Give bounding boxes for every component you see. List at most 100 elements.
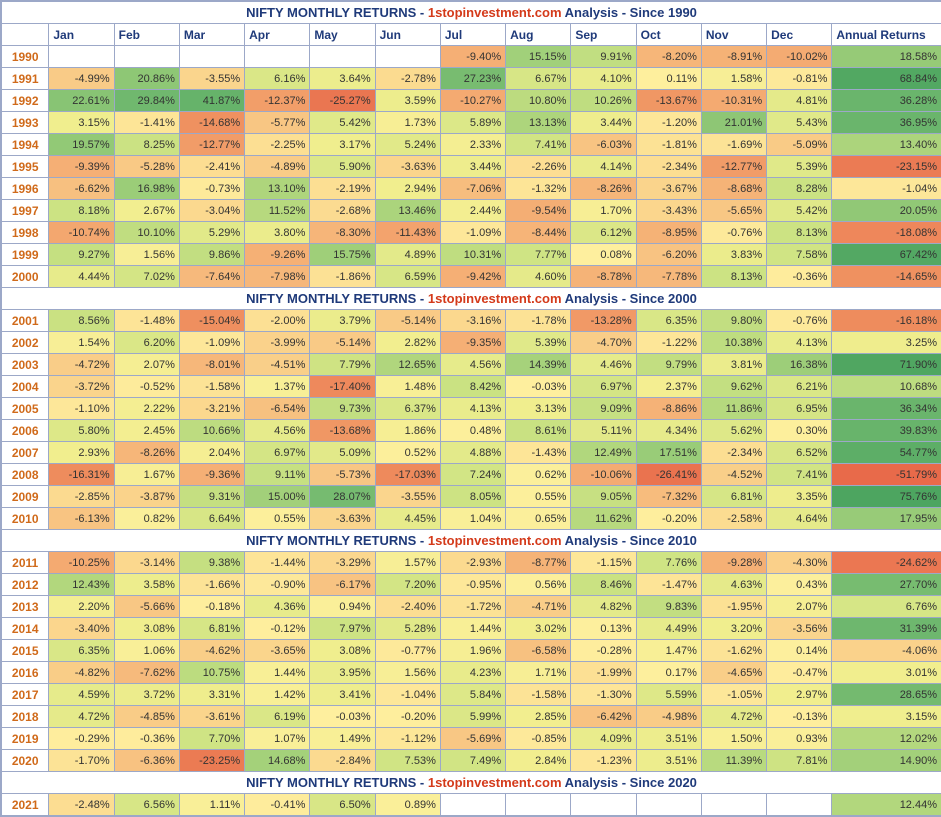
return-cell: 9.09% bbox=[571, 398, 636, 420]
return-cell: -8.01% bbox=[179, 354, 244, 376]
return-cell: 3.44% bbox=[571, 112, 636, 134]
return-cell: 5.90% bbox=[310, 156, 375, 178]
return-cell: -0.03% bbox=[506, 376, 571, 398]
return-cell: 6.97% bbox=[245, 442, 310, 464]
return-cell: 31.39% bbox=[832, 618, 941, 640]
return-cell: 1.86% bbox=[375, 420, 440, 442]
return-cell: -7.78% bbox=[636, 266, 701, 288]
return-cell: 0.62% bbox=[506, 464, 571, 486]
return-cell: -0.03% bbox=[310, 706, 375, 728]
return-cell: 1.70% bbox=[571, 200, 636, 222]
return-cell: -1.44% bbox=[245, 552, 310, 574]
return-cell: -6.58% bbox=[506, 640, 571, 662]
return-cell: 6.19% bbox=[245, 706, 310, 728]
year-label: 2021 bbox=[2, 794, 49, 816]
section-title: NIFTY MONTHLY RETURNS - 1stopinvestment.… bbox=[2, 2, 941, 24]
return-cell: -1.81% bbox=[636, 134, 701, 156]
return-cell: -9.35% bbox=[440, 332, 505, 354]
return-cell: -1.04% bbox=[832, 178, 941, 200]
return-cell: -8.95% bbox=[636, 222, 701, 244]
return-cell: 6.21% bbox=[767, 376, 832, 398]
return-cell: -10.02% bbox=[767, 46, 832, 68]
return-cell: 2.37% bbox=[636, 376, 701, 398]
year-label: 1996 bbox=[2, 178, 49, 200]
return-cell: 5.42% bbox=[310, 112, 375, 134]
return-cell: 0.14% bbox=[767, 640, 832, 662]
return-cell: -4.52% bbox=[701, 464, 766, 486]
return-cell: -1.58% bbox=[179, 376, 244, 398]
return-cell: 10.26% bbox=[571, 90, 636, 112]
return-cell: 4.72% bbox=[701, 706, 766, 728]
return-cell: 4.82% bbox=[571, 596, 636, 618]
return-cell: -8.26% bbox=[114, 442, 179, 464]
return-cell: -1.58% bbox=[506, 684, 571, 706]
year-label: 2009 bbox=[2, 486, 49, 508]
return-cell: 0.82% bbox=[114, 508, 179, 530]
return-cell: -1.20% bbox=[636, 112, 701, 134]
return-cell: -0.95% bbox=[440, 574, 505, 596]
return-cell: 3.41% bbox=[310, 684, 375, 706]
return-cell: -0.77% bbox=[375, 640, 440, 662]
return-cell: -3.55% bbox=[375, 486, 440, 508]
return-cell: 1.37% bbox=[245, 376, 310, 398]
return-cell: -8.91% bbox=[701, 46, 766, 68]
return-cell: -12.77% bbox=[701, 156, 766, 178]
return-cell: -2.26% bbox=[506, 156, 571, 178]
return-cell bbox=[701, 794, 766, 816]
return-cell: 1.06% bbox=[114, 640, 179, 662]
return-cell: 6.56% bbox=[114, 794, 179, 816]
return-cell: 2.84% bbox=[506, 750, 571, 772]
return-cell: 17.51% bbox=[636, 442, 701, 464]
return-cell: -9.39% bbox=[49, 156, 114, 178]
return-cell: -16.31% bbox=[49, 464, 114, 486]
return-cell: -6.62% bbox=[49, 178, 114, 200]
return-cell: 12.43% bbox=[49, 574, 114, 596]
return-cell: 8.56% bbox=[49, 310, 114, 332]
return-cell: 6.95% bbox=[767, 398, 832, 420]
return-cell: 3.31% bbox=[179, 684, 244, 706]
return-cell: 6.35% bbox=[636, 310, 701, 332]
return-cell: 6.20% bbox=[114, 332, 179, 354]
return-cell: 7.41% bbox=[767, 464, 832, 486]
year-label: 1993 bbox=[2, 112, 49, 134]
return-cell: 3.35% bbox=[767, 486, 832, 508]
return-cell: -4.72% bbox=[49, 354, 114, 376]
return-cell: 3.59% bbox=[375, 90, 440, 112]
return-cell: 4.10% bbox=[571, 68, 636, 90]
return-cell: 0.94% bbox=[310, 596, 375, 618]
return-cell: 4.81% bbox=[767, 90, 832, 112]
return-cell: 1.42% bbox=[245, 684, 310, 706]
return-cell: 4.13% bbox=[440, 398, 505, 420]
return-cell: 0.89% bbox=[375, 794, 440, 816]
return-cell bbox=[179, 46, 244, 68]
return-cell: -6.54% bbox=[245, 398, 310, 420]
return-cell: 75.76% bbox=[832, 486, 941, 508]
return-cell: 5.89% bbox=[440, 112, 505, 134]
return-cell: 4.45% bbox=[375, 508, 440, 530]
year-label: 2011 bbox=[2, 552, 49, 574]
return-cell: 5.59% bbox=[636, 684, 701, 706]
return-cell: -0.36% bbox=[767, 266, 832, 288]
return-cell: 67.42% bbox=[832, 244, 941, 266]
return-cell: -3.29% bbox=[310, 552, 375, 574]
return-cell: 1.56% bbox=[114, 244, 179, 266]
return-cell: -0.29% bbox=[49, 728, 114, 750]
return-cell: 3.51% bbox=[636, 750, 701, 772]
year-label: 2006 bbox=[2, 420, 49, 442]
return-cell: -2.25% bbox=[245, 134, 310, 156]
return-cell: 2.33% bbox=[440, 134, 505, 156]
return-cell: 29.84% bbox=[114, 90, 179, 112]
return-cell: -4.70% bbox=[571, 332, 636, 354]
year-label: 2012 bbox=[2, 574, 49, 596]
return-cell: 7.53% bbox=[375, 750, 440, 772]
return-cell: 15.75% bbox=[310, 244, 375, 266]
return-cell: 3.08% bbox=[114, 618, 179, 640]
year-label: 2013 bbox=[2, 596, 49, 618]
return-cell: 12.02% bbox=[832, 728, 941, 750]
return-cell: 0.13% bbox=[571, 618, 636, 640]
col-head: Apr bbox=[245, 24, 310, 46]
return-cell: 1.11% bbox=[179, 794, 244, 816]
return-cell: -1.10% bbox=[49, 398, 114, 420]
return-cell: -7.32% bbox=[636, 486, 701, 508]
return-cell: -3.04% bbox=[179, 200, 244, 222]
